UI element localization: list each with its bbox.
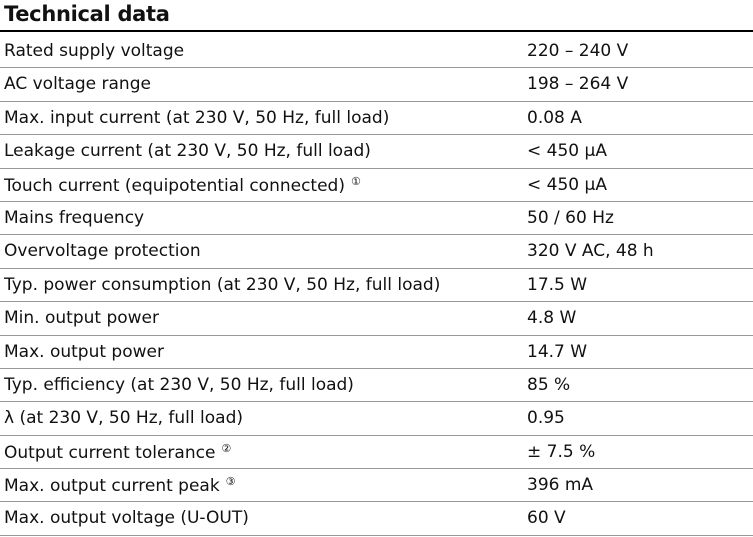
spec-label: Output current tolerance ②	[4, 442, 231, 463]
spec-label: AC voltage range	[4, 74, 151, 94]
spec-label: Leakage current (at 230 V, 50 Hz, full l…	[4, 141, 371, 161]
spec-label: Mains frequency	[4, 208, 144, 228]
title: Technical data	[4, 2, 170, 26]
spec-value: 0.95	[527, 408, 565, 429]
spec-label-text: AC voltage range	[4, 74, 151, 95]
spec-label-text: Max. output current peak	[4, 476, 220, 497]
spec-value: 198 – 264 V	[527, 74, 629, 95]
spec-label: Max. input current (at 230 V, 50 Hz, ful…	[4, 108, 389, 128]
spec-value: 0.08 A	[527, 107, 582, 128]
spec-row: Max. output power 14.7 W	[0, 336, 753, 369]
spec-value: 220 – 240 V	[527, 41, 629, 61]
spec-label-text: Mains frequency	[4, 207, 145, 228]
spec-label-text: Typ. power consumption (at 230 V, 50 Hz,…	[4, 274, 441, 295]
spec-value: 50 / 60 Hz	[527, 207, 614, 228]
footnote-mark: ①	[350, 174, 361, 188]
spec-row: Typ. power consumption (at 230 V, 50 Hz,…	[0, 269, 753, 303]
spec-row: Touch current (equipotential connected) ①…	[0, 169, 753, 202]
spec-row: Max. output current peak ③ 396 mA	[0, 469, 753, 503]
spec-value: < 450 µA	[527, 141, 607, 162]
spec-label: Overvoltage protection	[4, 241, 201, 261]
spec-label: Typ. power consumption (at 230 V, 50 Hz,…	[4, 275, 440, 295]
spec-value: 17.5 W	[527, 274, 588, 295]
spec-row: λ (at 230 V, 50 Hz, full load) 0.95	[0, 402, 753, 436]
spec-label-text: λ (at 230 V, 50 Hz, full load)	[4, 408, 243, 429]
spec-label: Touch current (equipotential connected) ①	[4, 175, 361, 196]
spec-label-text: Max. output voltage (U-OUT)	[4, 508, 249, 529]
spec-label: Max. output power	[4, 342, 164, 362]
spec-table: Rated supply voltage 220 – 240 V AC voltag…	[0, 35, 753, 536]
spec-label-text: Touch current (equipotential connected)	[4, 175, 345, 196]
spec-row: Leakage current (at 230 V, 50 Hz, full l…	[0, 135, 753, 169]
spec-label-text: Max. output power	[4, 341, 164, 362]
spec-label: Rated supply voltage	[4, 41, 184, 61]
spec-label-text: Min. output power	[4, 308, 159, 329]
spec-value: ± 7.5 %	[527, 441, 596, 462]
spec-row: Rated supply voltage 220 – 240 V	[0, 35, 753, 69]
spec-row: Max. input current (at 230 V, 50 Hz, ful…	[0, 102, 753, 136]
spec-label-text: Typ. efficiency (at 230 V, 50 Hz, full l…	[4, 374, 354, 395]
spec-label-text: Overvoltage protection	[4, 241, 201, 262]
spec-value: < 450 µA	[527, 174, 607, 195]
spec-label-text: Output current tolerance	[4, 442, 216, 463]
spec-row: Typ. efficiency (at 230 V, 50 Hz, full l…	[0, 369, 753, 403]
spec-label: Max. output voltage (U-OUT)	[4, 508, 249, 528]
spec-row: Max. output voltage (U-OUT) 60 V	[0, 502, 753, 536]
spec-row: Min. output power 4.8 W	[0, 302, 753, 336]
spec-label: Typ. efficiency (at 230 V, 50 Hz, full l…	[4, 375, 354, 395]
spec-value: 396 mA	[527, 475, 594, 496]
spec-value: 14.7 W	[527, 341, 588, 362]
spec-value: 320 V AC, 48 h	[527, 241, 654, 262]
spec-row: Mains frequency 50 / 60 Hz	[0, 202, 753, 236]
footnote-mark: ②	[221, 441, 232, 455]
spec-label-text: Leakage current (at 230 V, 50 Hz, full l…	[4, 141, 371, 162]
title-rule	[0, 30, 753, 32]
spec-label-text: Rated supply voltage	[4, 41, 185, 61]
spec-label-text: Max. input current (at 230 V, 50 Hz, ful…	[4, 107, 390, 128]
spec-label: λ (at 230 V, 50 Hz, full load)	[4, 408, 243, 428]
spec-label: Max. output current peak ③	[4, 475, 236, 496]
spec-row: Overvoltage protection 320 V AC, 48 h	[0, 235, 753, 269]
spec-label: Min. output power	[4, 308, 159, 328]
spec-row: Output current tolerance ② ± 7.5 %	[0, 436, 753, 470]
spec-value: 60 V	[527, 508, 566, 529]
spec-value: 85 %	[527, 374, 571, 395]
spec-row: AC voltage range 198 – 264 V	[0, 68, 753, 102]
spec-value: 4.8 W	[527, 308, 577, 329]
footnote-mark: ③	[225, 475, 236, 489]
